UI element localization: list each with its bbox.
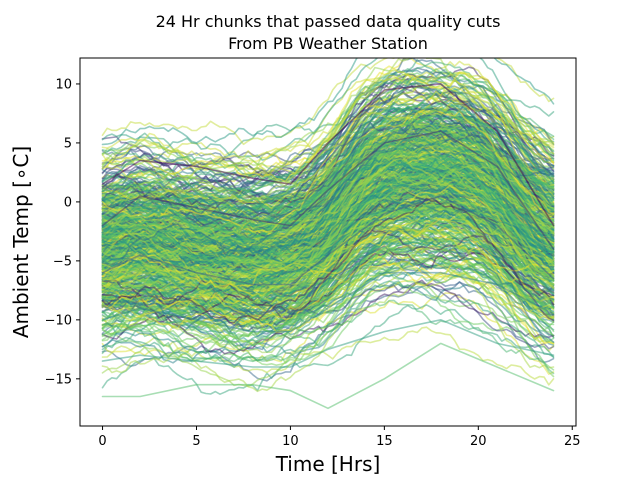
temperature-series-line [101,227,555,336]
temperature-series-line [101,197,555,324]
x-tick-label: 0 [98,434,106,449]
representative-series-line [101,342,555,410]
temperature-series-line [101,127,555,247]
temperature-series-line [101,299,555,375]
temperature-series-line [101,58,555,146]
representative-series-line [101,83,555,227]
temperature-series-line [101,217,555,299]
temperature-series-line [101,255,555,321]
representative-series-line [101,319,555,368]
temperature-series-line [101,180,555,253]
temperature-series-line [101,61,555,200]
representative-series-line [101,195,555,286]
temperature-series-line [101,168,555,243]
temperature-series-line [101,182,555,271]
temperature-series-line [101,134,555,241]
temperature-series-line [101,116,555,266]
temperature-series-line [101,158,555,276]
series-lines [101,58,555,410]
temperature-series-line [101,91,555,206]
y-tick-label: −10 [45,313,72,328]
y-tick-label: 5 [64,136,72,151]
y-tick-label: 0 [64,195,72,210]
x-tick-label: 5 [192,434,200,449]
temperature-series-line [101,67,555,183]
temperature-series-line [101,142,555,206]
temperature-series-line [101,79,555,206]
temperature-series-line [101,58,555,146]
y-tick-label: −5 [53,254,72,269]
temperature-series-line [101,197,555,265]
temperature-series-line [101,73,555,159]
x-tick-label: 20 [470,434,487,449]
temperature-series-line [101,172,555,278]
temperature-series-line [101,208,555,281]
chart-title-line2: From PB Weather Station [228,34,428,53]
x-axis-label: Time [Hrs] [275,452,381,476]
y-tick-label: 10 [55,77,72,92]
temperature-series-line [101,71,555,180]
temperature-series-line [101,58,555,161]
temperature-series-line [101,280,555,368]
plot-frame [79,57,577,427]
temperature-series-line [101,98,555,225]
y-axis-label: Ambient Temp [∘C] [9,146,33,338]
x-tick-label: 25 [564,434,581,449]
temperature-series-line [101,228,555,322]
y-axis-ticks: −15 −10 −5 0 5 10 [45,77,80,387]
temperature-series-line [101,326,555,386]
y-tick-label: −15 [45,372,72,387]
temperature-series-line [101,164,555,278]
temperature-series-line [101,171,555,305]
x-axis-ticks: 0 5 10 15 20 25 [98,426,581,449]
representative-series-line [101,271,555,333]
temperature-series-line [101,253,555,349]
x-tick-label: 15 [376,434,393,449]
temperature-series-line [101,108,555,214]
chart-title-line1: 24 Hr chunks that passed data quality cu… [156,12,501,31]
temperature-series-line [101,281,555,371]
representative-series-line [101,130,555,250]
temperature-series-line [101,304,555,395]
temperature-series-line [101,228,555,343]
x-tick-label: 10 [282,434,299,449]
